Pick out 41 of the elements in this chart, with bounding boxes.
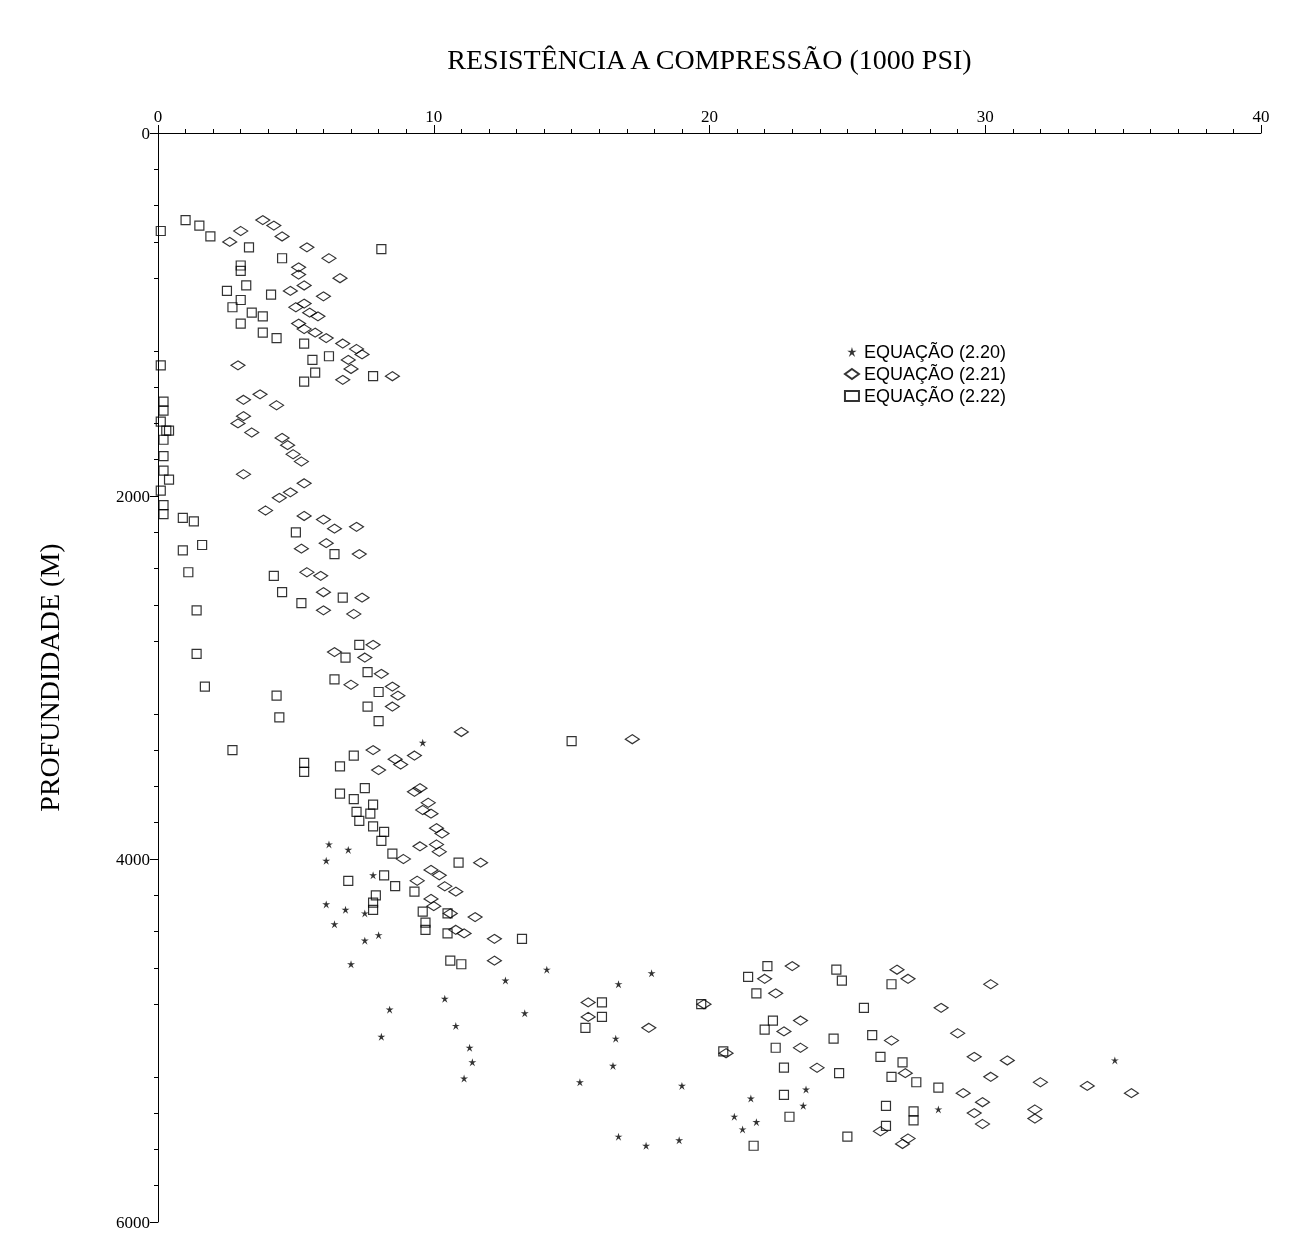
point bbox=[360, 909, 369, 918]
point bbox=[520, 1009, 529, 1018]
y-tick-label: 0 bbox=[141, 123, 150, 143]
y-tick-label: 2000 bbox=[116, 486, 150, 506]
x-tick-label: 20 bbox=[701, 107, 718, 126]
legend-label: EQUAÇÃO (2.20) bbox=[863, 341, 1007, 362]
y-tick-label: 4000 bbox=[116, 849, 150, 869]
x-axis-title: RESISTÊNCIA A COMPRESSÃO (1000 PSI) bbox=[447, 43, 972, 75]
point bbox=[322, 900, 331, 909]
point bbox=[330, 920, 339, 929]
point bbox=[369, 871, 378, 880]
point bbox=[799, 1101, 808, 1110]
x-tick-label: 30 bbox=[976, 107, 994, 126]
point bbox=[738, 1125, 747, 1134]
point bbox=[344, 845, 353, 854]
point bbox=[451, 1021, 460, 1030]
x-tick-label: 0 bbox=[153, 107, 163, 126]
x-tick-label: 40 bbox=[1252, 107, 1270, 126]
point bbox=[1110, 1056, 1119, 1065]
point bbox=[934, 1105, 943, 1114]
point bbox=[575, 1078, 584, 1087]
point bbox=[608, 1061, 617, 1070]
y-axis-title: PROFUNDIDADE (M) bbox=[33, 543, 65, 812]
x-tick-label: 10 bbox=[425, 107, 443, 126]
point bbox=[675, 1136, 684, 1145]
point bbox=[677, 1081, 686, 1090]
point bbox=[324, 840, 333, 849]
point bbox=[347, 960, 356, 969]
point bbox=[322, 856, 331, 865]
point bbox=[460, 1074, 469, 1083]
point bbox=[374, 931, 383, 940]
point bbox=[752, 1118, 761, 1127]
legend-label: EQUAÇÃO (2.21) bbox=[863, 363, 1007, 384]
point bbox=[642, 1141, 651, 1150]
point bbox=[647, 969, 656, 978]
y-tick-label: 6000 bbox=[116, 1212, 150, 1232]
legend-label: EQUAÇÃO (2.22) bbox=[863, 385, 1007, 406]
point bbox=[614, 980, 623, 989]
point bbox=[611, 1034, 620, 1043]
point bbox=[802, 1085, 811, 1094]
point bbox=[468, 1058, 477, 1067]
